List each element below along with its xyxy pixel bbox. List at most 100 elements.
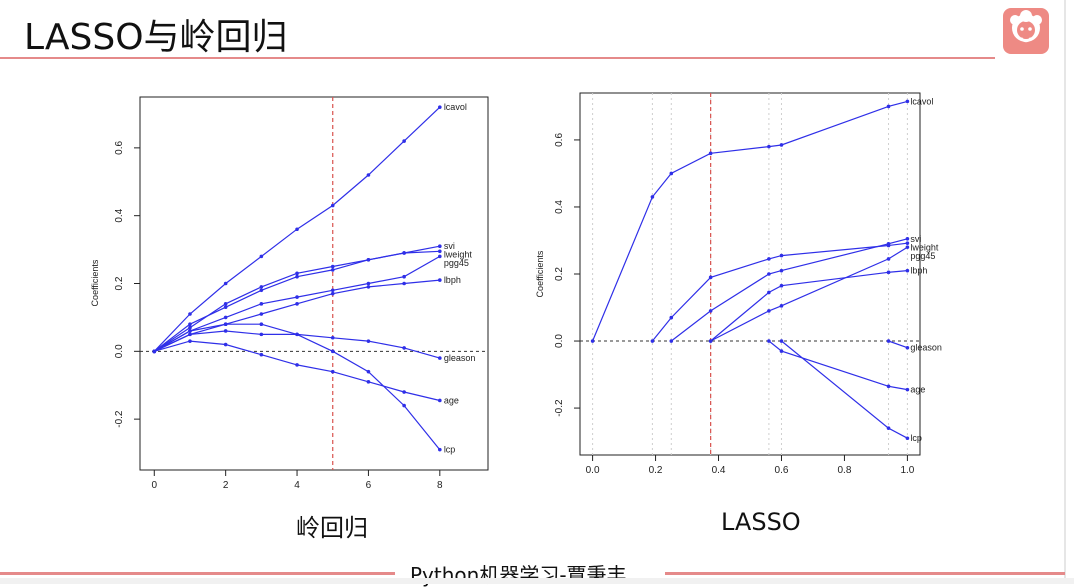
lasso-point-lbph-1 bbox=[767, 290, 771, 295]
lasso-y-tick-label-3: 0.4 bbox=[554, 200, 565, 214]
ridge-point-age-7 bbox=[402, 390, 406, 394]
lasso-point-gleason-0 bbox=[886, 339, 891, 343]
ridge-series-label-gleason: gleason bbox=[444, 353, 476, 363]
ridge-point-gleason-3 bbox=[259, 332, 264, 337]
lasso-point-lcavol-0 bbox=[590, 339, 595, 343]
ridge-x-tick-label-2: 4 bbox=[294, 480, 300, 491]
ridge-series-label-lweight: lweight bbox=[444, 250, 473, 260]
lasso-series-label-lcp: lcp bbox=[910, 433, 922, 443]
ridge-point-lcp-6 bbox=[366, 369, 371, 374]
lasso-y-tick-label-2: 0.2 bbox=[554, 267, 565, 281]
ridge-point-gleason-2 bbox=[223, 329, 228, 333]
lasso-point-svi-0 bbox=[669, 339, 674, 343]
lasso-point-age-3 bbox=[905, 387, 910, 392]
ridge-series-label-lcavol: lcavol bbox=[444, 102, 467, 112]
lasso-caption: LASSO bbox=[721, 508, 801, 536]
ridge-point-lcp-3 bbox=[259, 322, 264, 326]
ridge-point-lcavol-6 bbox=[366, 173, 371, 177]
lasso-point-svi-5 bbox=[905, 237, 910, 241]
ridge-point-age-1 bbox=[188, 339, 192, 343]
ridge-point-gleason-1 bbox=[188, 332, 192, 337]
lasso-point-lcavol-6 bbox=[886, 104, 891, 109]
ridge-point-lweight-3 bbox=[259, 288, 264, 293]
lasso-x-tick-label-5: 1.0 bbox=[900, 465, 914, 476]
lasso-series-label-pgg45: pgg45 bbox=[910, 251, 935, 261]
ridge-point-svi-5 bbox=[330, 264, 335, 269]
ridge-point-lweight-8 bbox=[438, 249, 442, 254]
ridge-point-pgg45-7 bbox=[402, 274, 406, 279]
ridge-point-lbph-8 bbox=[438, 278, 442, 282]
lasso-y-tick-label-1: 0.0 bbox=[554, 334, 565, 348]
ridge-series-line-lcp bbox=[154, 323, 441, 451]
footer-rule-right bbox=[665, 572, 1065, 575]
lasso-point-age-0 bbox=[767, 339, 771, 343]
lasso-point-lweight-6 bbox=[905, 241, 910, 245]
lasso-point-lcp-2 bbox=[905, 436, 910, 441]
ridge-point-lcavol-5 bbox=[330, 203, 335, 208]
ridge-point-lweight-5 bbox=[330, 268, 335, 272]
ridge-point-lcp-2 bbox=[223, 322, 228, 326]
ridge-point-age-6 bbox=[366, 380, 371, 384]
lasso-point-lbph-2 bbox=[779, 283, 784, 288]
lasso-point-svi-2 bbox=[767, 272, 771, 276]
lasso-series-label-lweight: lweight bbox=[910, 242, 939, 252]
ridge-series-label-pgg45: pgg45 bbox=[444, 258, 469, 268]
lasso-point-pgg45-2 bbox=[779, 304, 784, 308]
lasso-point-age-2 bbox=[886, 384, 891, 389]
ridge-point-lcavol-1 bbox=[188, 312, 192, 316]
ridge-series-label-lcp: lcp bbox=[444, 445, 456, 455]
lasso-point-lcp-0 bbox=[779, 339, 784, 343]
ridge-point-lweight-2 bbox=[223, 305, 228, 310]
ridge-point-lcp-7 bbox=[402, 403, 406, 408]
ridge-point-gleason-8 bbox=[438, 356, 442, 360]
lasso-x-tick-label-4: 0.8 bbox=[837, 465, 851, 476]
lasso-x-tick-label-0: 0.0 bbox=[586, 465, 600, 476]
ridge-point-lweight-6 bbox=[366, 257, 371, 262]
ridge-point-svi-3 bbox=[259, 285, 264, 289]
ridge-caption: 岭回归 bbox=[296, 514, 368, 542]
ridge-plot-frame bbox=[139, 96, 489, 471]
ridge-point-pgg45-8 bbox=[438, 254, 442, 259]
lasso-series-line-lcavol bbox=[592, 100, 908, 342]
bottom-bar bbox=[0, 578, 1074, 584]
lasso-series-label-lcavol: lcavol bbox=[910, 96, 933, 106]
ridge-point-lweight-4 bbox=[295, 274, 299, 279]
lasso-point-lcp-1 bbox=[886, 426, 891, 430]
lasso-point-lcavol-1 bbox=[650, 195, 655, 199]
lasso-series-line-age bbox=[768, 340, 908, 391]
ridge-point-gleason-5 bbox=[330, 335, 335, 340]
ridge-point-pgg45-5 bbox=[330, 288, 335, 293]
ridge-y-tick-label-1: 0.0 bbox=[114, 344, 125, 358]
ridge-point-age-5 bbox=[330, 369, 335, 374]
lasso-x-tick-label-2: 0.4 bbox=[712, 465, 726, 476]
lasso-series-line-lbph bbox=[710, 270, 908, 342]
lasso-series-label-svi: svi bbox=[910, 234, 921, 244]
ridge-point-lbph-3 bbox=[259, 312, 264, 316]
ridge-y-tick-label-2: 0.2 bbox=[114, 276, 125, 290]
lasso-point-lweight-0 bbox=[650, 339, 655, 343]
ridge-y-tick-label-4: 0.6 bbox=[114, 140, 125, 154]
lasso-point-gleason-1 bbox=[905, 345, 910, 350]
ridge-y-tick-label-0: -0.2 bbox=[114, 410, 125, 428]
lasso-point-pgg45-4 bbox=[905, 245, 910, 249]
ridge-point-lbph-4 bbox=[295, 302, 299, 306]
lasso-point-lcavol-5 bbox=[779, 143, 784, 147]
ridge-x-tick-label-0: 0 bbox=[151, 480, 157, 491]
lasso-point-lbph-0 bbox=[708, 339, 713, 343]
lasso-series-line-svi bbox=[670, 238, 908, 342]
lasso-point-lcavol-7 bbox=[905, 99, 910, 104]
ridge-point-lcavol-3 bbox=[259, 254, 264, 259]
ridge-series-label-svi: svi bbox=[444, 241, 455, 251]
lasso-point-svi-1 bbox=[708, 309, 713, 313]
ridge-x-tick-label-4: 8 bbox=[437, 480, 443, 491]
ridge-x-tick-label-3: 6 bbox=[366, 480, 372, 491]
ridge-point-pgg45-3 bbox=[259, 302, 264, 306]
ridge-series-line-age bbox=[154, 340, 440, 402]
lasso-series-label-gleason: gleason bbox=[910, 343, 942, 353]
ridge-point-age-8 bbox=[438, 398, 442, 403]
ridge-point-lcp-5 bbox=[330, 349, 335, 354]
ridge-x-tick-label-1: 2 bbox=[223, 480, 229, 491]
ridge-point-pgg45-4 bbox=[295, 295, 299, 299]
ridge-point-lbph-5 bbox=[330, 291, 335, 296]
